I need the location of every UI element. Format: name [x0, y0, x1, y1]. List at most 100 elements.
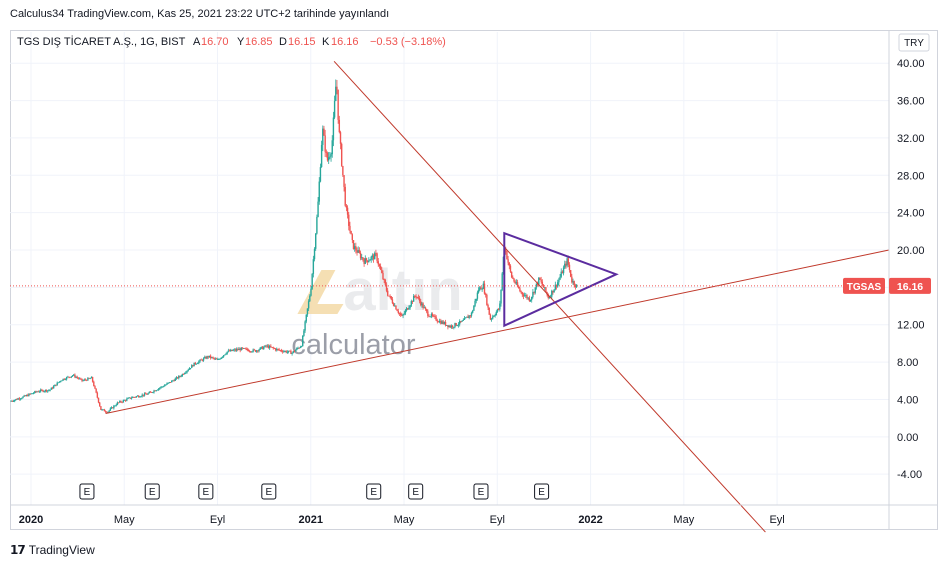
candle-body [209, 355, 212, 358]
candle-body [159, 387, 161, 389]
candle-body [303, 330, 305, 336]
candle-body [353, 246, 356, 249]
candle-body [351, 234, 354, 241]
candle-body [404, 310, 407, 314]
candle-body [127, 398, 129, 399]
candle-body [544, 287, 546, 289]
candle-body [36, 391, 38, 393]
legend-close-label: K [322, 36, 330, 48]
x-tick-label: May [673, 514, 694, 526]
candle-body [15, 398, 17, 400]
candle-body [221, 356, 224, 358]
candle-body [94, 386, 96, 389]
watermark: altın calculator [291, 258, 462, 361]
candle-body [264, 345, 266, 348]
candle-body [100, 406, 102, 410]
candle-body [484, 293, 487, 295]
candle-body [493, 315, 495, 317]
candle-body [122, 400, 125, 403]
candle-body [276, 348, 278, 351]
candle-body [392, 303, 395, 306]
candle-body [141, 394, 143, 397]
candle-body [88, 377, 90, 379]
candle-body [365, 258, 368, 261]
candle-body [500, 289, 502, 304]
candle-body [167, 382, 169, 384]
legend: TGS DIŞ TİCARET A.Ş., 1G, BIST A 16.70 Y… [17, 35, 446, 48]
candle-body [77, 377, 80, 379]
legend-low-value: 16.15 [288, 36, 316, 48]
candle-body [364, 258, 366, 264]
candle-body [383, 279, 385, 281]
candle-body [566, 258, 568, 266]
candle-body [73, 374, 75, 376]
candle-body [428, 315, 430, 317]
time-axis[interactable]: 2020 May Eyl 2021 May Eyl 2022 May Eyl [11, 504, 937, 526]
candle-body [240, 347, 243, 351]
candle-body [274, 348, 277, 351]
candle-body [217, 359, 219, 361]
currency-button[interactable]: TRY [898, 33, 930, 52]
candle-body [369, 259, 371, 261]
candle-body [179, 376, 181, 377]
candle-body [30, 393, 32, 395]
candle-body [368, 260, 370, 263]
x-tick-label: 2022 [578, 514, 602, 526]
candle-body [123, 400, 126, 401]
candle-body [541, 281, 544, 286]
grid [10, 32, 889, 505]
candle-body [185, 372, 187, 374]
candle-body [133, 396, 135, 398]
candle-body [388, 295, 390, 297]
candle-body [172, 380, 174, 382]
candle-body [102, 409, 104, 411]
candle-body [137, 395, 140, 398]
candle-body [227, 350, 230, 352]
candle-body [81, 378, 83, 381]
candle-body [375, 253, 377, 255]
candle-body [304, 321, 306, 331]
ticker-badge [843, 277, 885, 294]
candle-body [547, 294, 549, 299]
candle-body [285, 350, 287, 353]
candle-body [305, 314, 307, 322]
candle-body [402, 314, 404, 316]
candle-body [469, 315, 472, 317]
candle-body [75, 377, 77, 378]
candle-body [395, 305, 397, 310]
candle-body [381, 269, 383, 273]
candle-body [461, 320, 463, 322]
candle-body [96, 392, 99, 398]
legend-low-label: D [279, 36, 287, 48]
chart-frame[interactable] [10, 30, 938, 530]
candle-body [398, 313, 401, 314]
candle-body [508, 262, 510, 266]
candle-body [140, 396, 142, 398]
candle-body [418, 297, 421, 302]
candle-body [272, 347, 274, 349]
candle-body [284, 350, 286, 352]
candle-body [195, 363, 198, 365]
candle-body [481, 288, 483, 290]
tradingview-footer[interactable]: 𝟭𝟳 TradingView [10, 543, 95, 557]
earnings-marker-label: E [412, 487, 419, 498]
candle-body [196, 363, 199, 364]
candle-body [160, 386, 162, 388]
candle-body [424, 307, 427, 310]
candle-body [290, 350, 292, 354]
candle-body [16, 398, 18, 400]
candle-body [263, 347, 265, 350]
triangle-pattern [503, 231, 619, 328]
candle-body [420, 301, 422, 306]
candle-body [540, 279, 542, 282]
candle-body [246, 348, 248, 350]
earnings-marker-label: E [265, 487, 272, 498]
candle-body [266, 345, 269, 347]
candle-body [205, 357, 207, 359]
candle-body [155, 390, 158, 392]
candle-body [188, 368, 191, 370]
candle-body [233, 349, 235, 351]
candle-body [61, 380, 63, 382]
